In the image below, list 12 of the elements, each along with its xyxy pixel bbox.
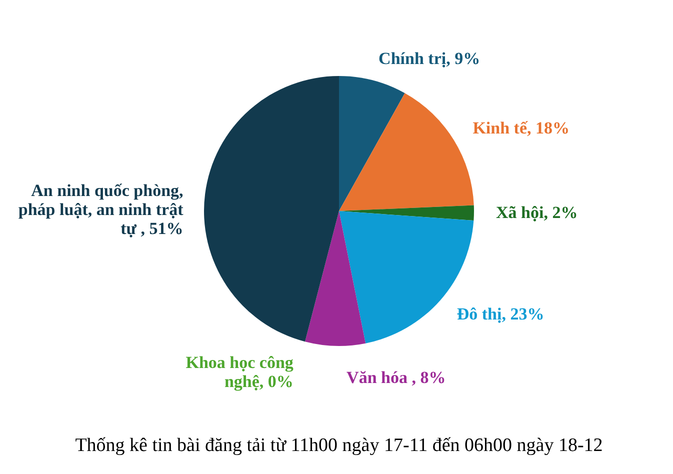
pie-slice <box>339 93 474 211</box>
slice-label: An ninh quốc phòng, pháp luật, an ninh trật tự , 51% <box>18 181 184 238</box>
pie-slice <box>339 76 405 211</box>
slice-label: Kinh tế, 18% <box>472 118 570 138</box>
category-label: Khoa học công nghệ, 0% <box>186 352 294 391</box>
slice-label: Xã hội, 2% <box>496 203 578 222</box>
pie-slice <box>204 76 339 342</box>
pie-slice <box>304 211 366 346</box>
slice-label: Văn hóa , 8% <box>346 368 446 387</box>
slice-label: Chính trị, 9% <box>378 49 480 68</box>
text: Thống kê tin bài đăng tải từ 11h00 ngày 17-11 đến 06h00 ngày 18-12 <box>75 435 603 456</box>
slice-label: Đô thị, 23% <box>456 304 544 324</box>
